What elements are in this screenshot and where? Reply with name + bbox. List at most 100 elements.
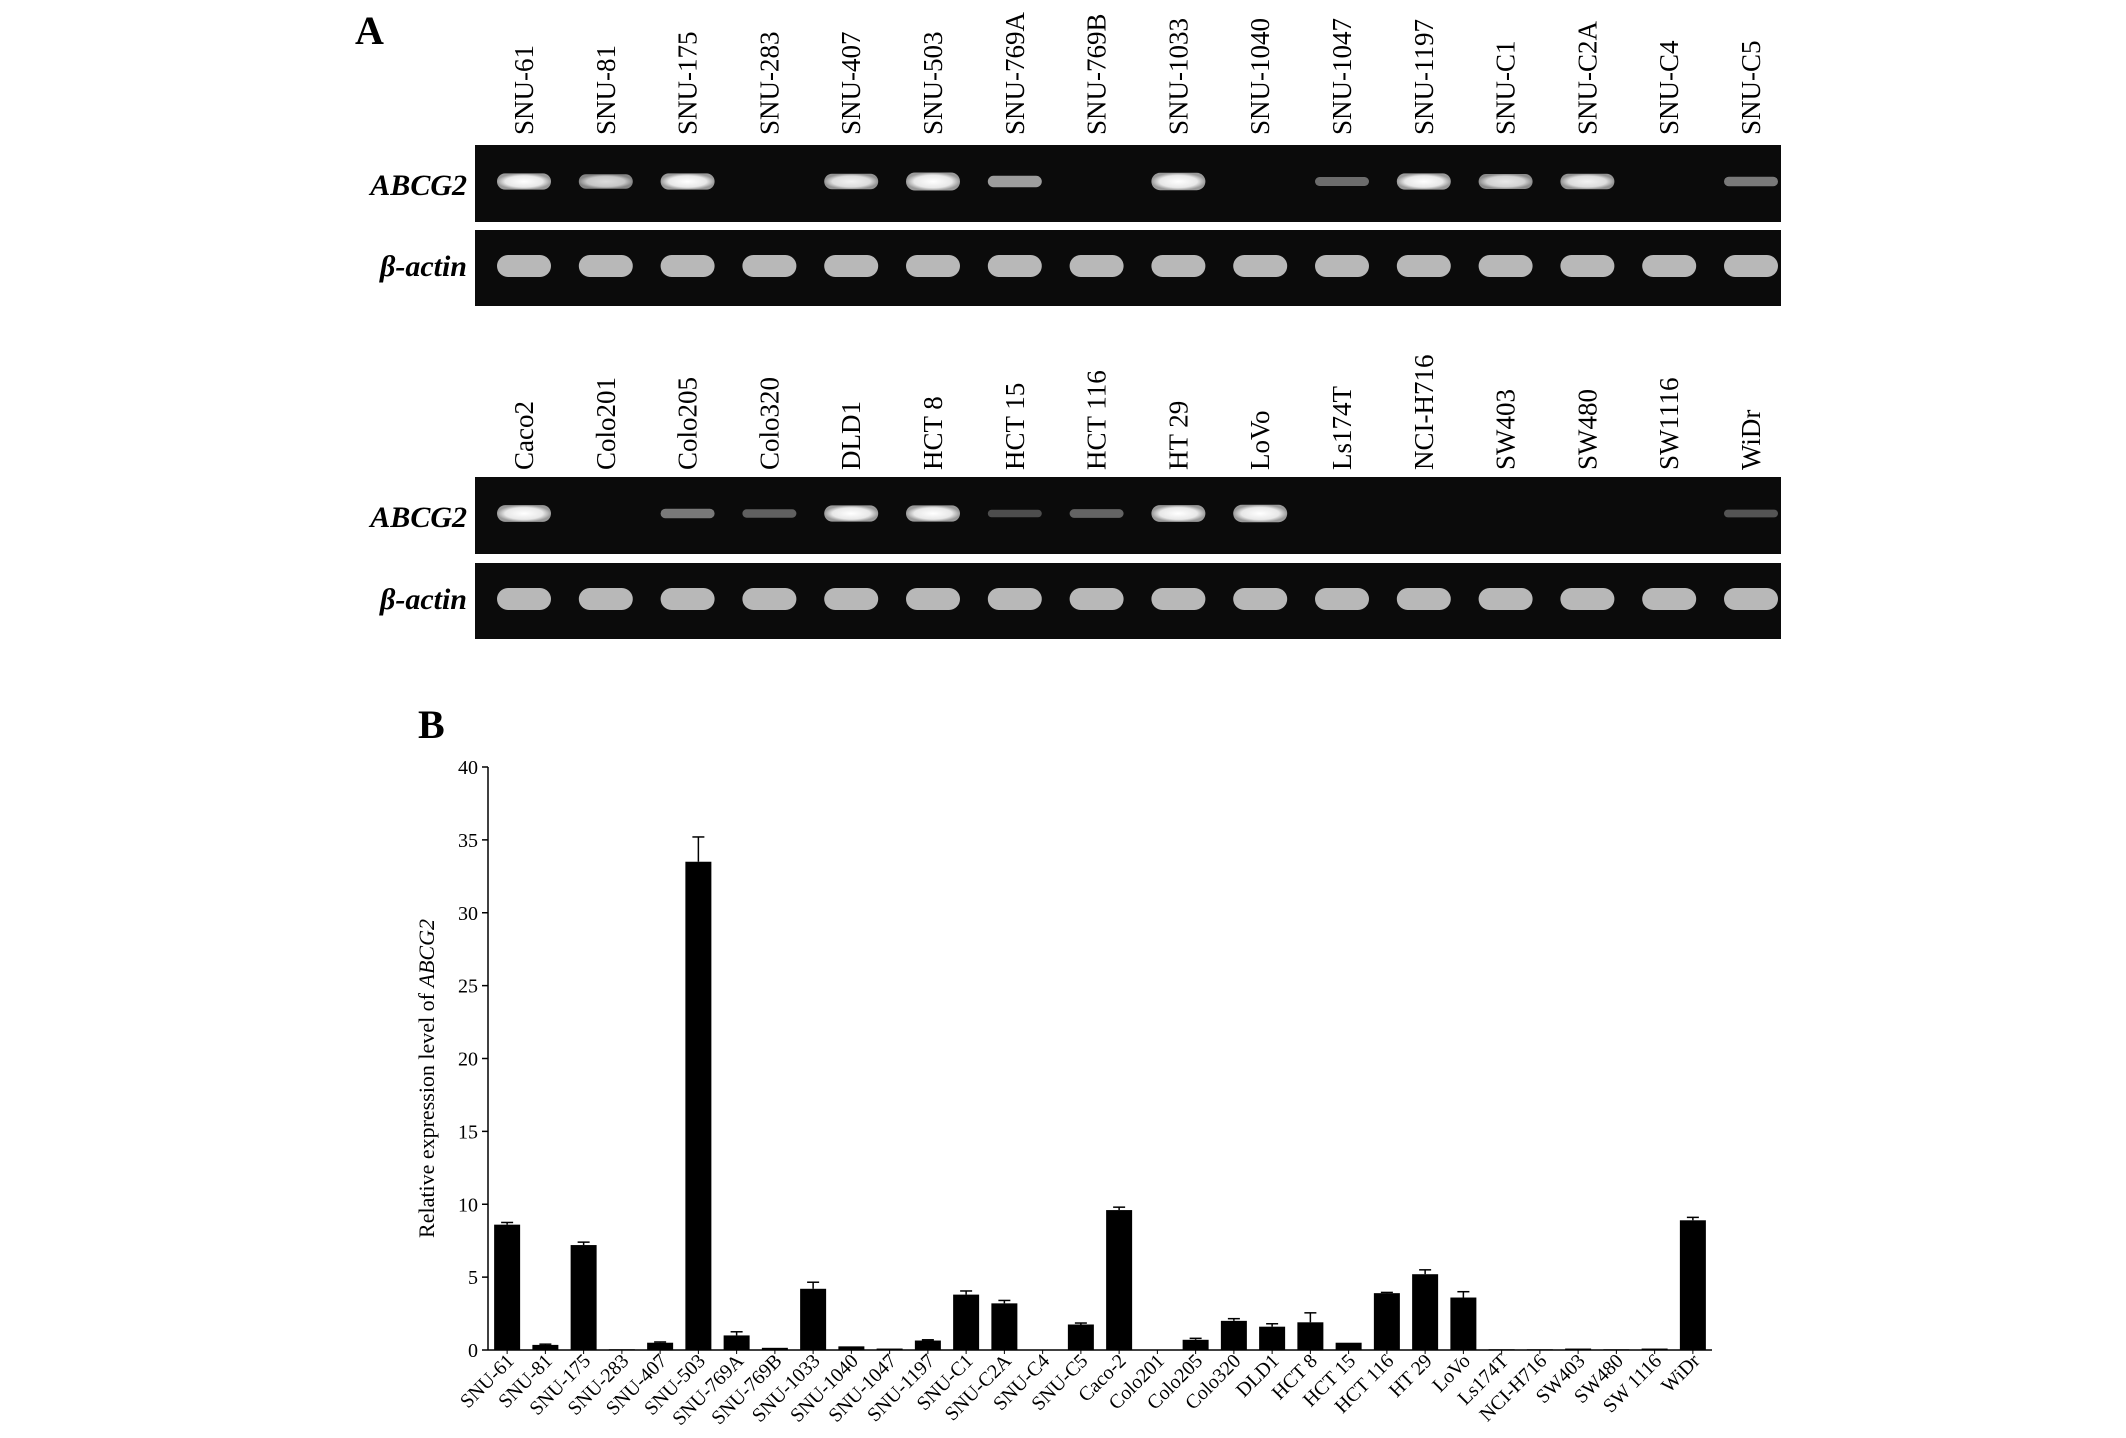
y-tick-label: 35 — [458, 830, 478, 852]
abcg2-band — [824, 173, 879, 190]
lane-label: SNU-C4 — [1654, 40, 1684, 135]
lane-label: Ls174T — [1327, 386, 1357, 471]
y-tick-label: 30 — [458, 903, 478, 925]
lane-label: DLD1 — [836, 401, 866, 470]
beta-actin-band — [1233, 255, 1288, 277]
lane-label: SNU-C1 — [1491, 40, 1521, 135]
bar — [1603, 1349, 1630, 1350]
bar — [1565, 1348, 1592, 1350]
lane-label: SNU-503 — [918, 31, 948, 135]
abcg2-band — [824, 505, 879, 522]
beta-actin-band — [660, 588, 715, 610]
bar — [1488, 1349, 1515, 1350]
y-axis-title-prefix: Relative expression level of — [414, 987, 439, 1237]
abcg2-band — [1724, 509, 1778, 518]
lane-label: LoVo — [1245, 410, 1275, 470]
beta-actin-band — [987, 588, 1042, 610]
lane-label: HT 29 — [1163, 401, 1193, 470]
lane-label: SNU-1197 — [1409, 19, 1439, 135]
beta-actin-band — [1724, 255, 1778, 277]
panel-a-letter: A — [355, 8, 384, 53]
bar — [1297, 1322, 1324, 1350]
lane-label: SW403 — [1491, 389, 1521, 470]
bar — [1182, 1339, 1209, 1350]
abcg2-band — [987, 509, 1042, 518]
beta-actin-band — [1315, 588, 1369, 610]
row-label-abcg2: ABCG2 — [368, 501, 467, 534]
bar — [1335, 1342, 1362, 1350]
beta-actin-band — [1642, 588, 1697, 610]
lane-label: SNU-1033 — [1163, 18, 1193, 135]
beta-actin-band — [1478, 255, 1533, 277]
abcg2-band — [906, 172, 960, 191]
bar — [1259, 1326, 1286, 1350]
beta-actin-band — [1560, 588, 1615, 610]
lane-label: SNU-1047 — [1327, 18, 1357, 135]
lane-label: HCT 116 — [1082, 370, 1112, 470]
abcg2-band — [742, 509, 797, 518]
x-tick-label: WiDr — [1657, 1350, 1704, 1397]
bar — [1106, 1210, 1133, 1350]
row-label-beta-actin: β-actin — [379, 250, 467, 283]
y-tick-label: 40 — [458, 757, 478, 779]
y-tick-label: 20 — [458, 1049, 478, 1071]
beta-actin-band — [742, 255, 797, 277]
abcg2-band — [660, 173, 715, 190]
bar — [570, 1245, 597, 1350]
bar — [723, 1335, 750, 1350]
lane-label: SNU-1040 — [1245, 18, 1275, 135]
beta-actin-band — [578, 588, 633, 610]
lane-label: NCI-H716 — [1409, 355, 1439, 471]
beta-actin-band — [987, 255, 1042, 277]
lane-label: SNU-C5 — [1736, 40, 1766, 135]
lane-label: SW480 — [1572, 389, 1602, 470]
lane-label: WiDr — [1736, 410, 1766, 470]
bar — [761, 1347, 788, 1350]
bar — [494, 1224, 521, 1350]
y-tick-label: 0 — [468, 1340, 478, 1362]
lane-label: SNU-769A — [1000, 11, 1030, 135]
lane-label: SNU-175 — [673, 31, 703, 135]
beta-actin-band — [660, 255, 715, 277]
bar — [838, 1346, 865, 1350]
y-axis-title-gene: ABCG2 — [414, 919, 439, 989]
beta-actin-band — [906, 588, 960, 610]
bar — [800, 1288, 827, 1350]
lane-label: HCT 8 — [918, 396, 948, 470]
beta-actin-band — [1069, 255, 1124, 277]
bar — [953, 1294, 980, 1350]
beta-actin-band — [1315, 255, 1369, 277]
lane-label: SNU-61 — [509, 45, 539, 135]
y-tick-label: 5 — [468, 1267, 478, 1289]
beta-actin-band — [1724, 588, 1778, 610]
lane-label: SNU-769B — [1082, 13, 1112, 135]
bar — [1526, 1349, 1553, 1350]
bar — [991, 1303, 1018, 1350]
beta-actin-band — [1151, 255, 1206, 277]
lane-label: Caco2 — [509, 401, 539, 470]
abcg2-band — [660, 508, 715, 519]
beta-actin-band — [824, 255, 879, 277]
bar — [1220, 1320, 1247, 1350]
row-label-beta-actin: β-actin — [379, 583, 467, 616]
gel-blots: SNU-61 SNU-81 SNU-175 SNU-283 SNU-407 SNU-503… — [368, 11, 1781, 639]
bar-chart: 0 5 10 15 20 25 30 35 40 Relative expression leve… — [414, 757, 1712, 1430]
abcg2-band — [1069, 509, 1124, 518]
row-label-abcg2: ABCG2 — [368, 169, 467, 202]
bar — [914, 1340, 941, 1350]
beta-actin-band — [497, 588, 551, 610]
beta-actin-band — [1396, 255, 1451, 277]
lane-label: SNU-81 — [591, 45, 621, 135]
beta-actin-band — [1478, 588, 1533, 610]
bar — [1679, 1220, 1706, 1350]
abcg2-band — [987, 175, 1042, 188]
lane-label: Colo205 — [673, 377, 703, 470]
x-tick-label: HT 29 — [1385, 1350, 1437, 1402]
bar — [1373, 1293, 1400, 1350]
abcg2-band — [497, 173, 551, 190]
abcg2-band — [578, 174, 633, 189]
lane-label: SNU-407 — [836, 31, 866, 135]
bar — [1412, 1274, 1439, 1350]
lane-label: Colo320 — [754, 377, 784, 470]
